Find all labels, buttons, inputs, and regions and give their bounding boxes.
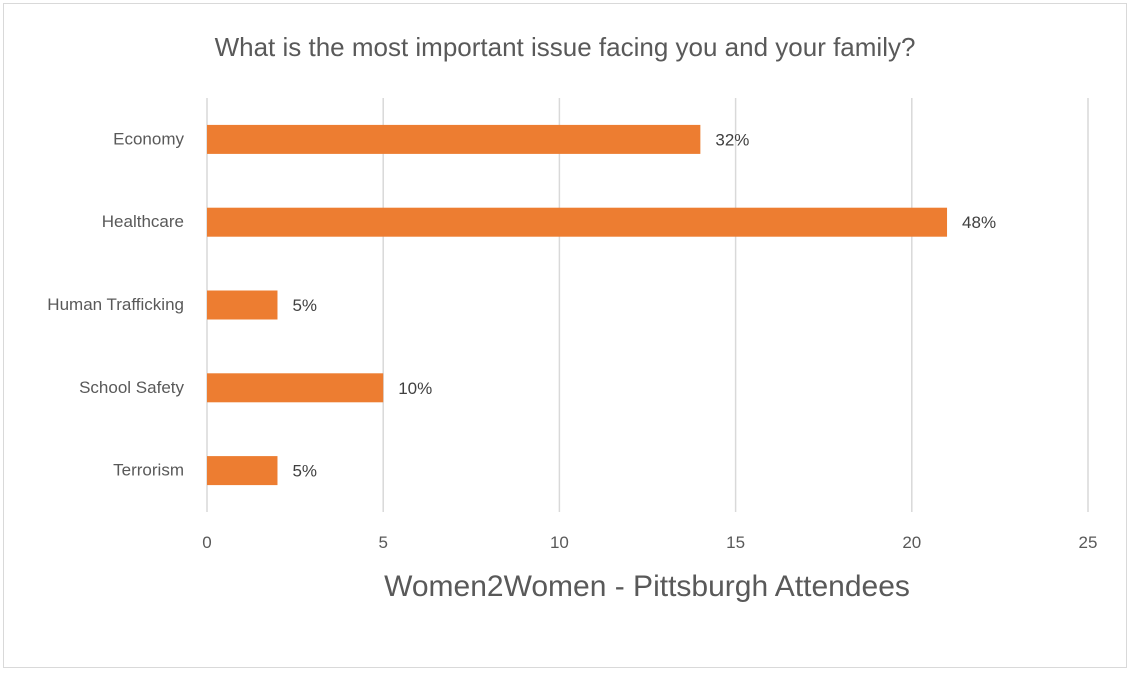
gridlines <box>206 98 1089 512</box>
category-label: Human Trafficking <box>47 295 184 314</box>
x-tick-label: 0 <box>202 533 211 552</box>
chart-title: What is the most important issue facing … <box>215 32 916 62</box>
data-label: 5% <box>292 462 317 481</box>
category-label: Terrorism <box>113 461 184 480</box>
x-tick-labels: 0 5 10 15 20 25 <box>202 533 1097 552</box>
bar <box>207 290 278 320</box>
data-label: 10% <box>398 379 432 398</box>
x-tick-label: 5 <box>378 533 387 552</box>
category-label: School Safety <box>79 378 184 397</box>
data-label: 48% <box>962 213 996 232</box>
x-tick-label: 25 <box>1079 533 1098 552</box>
category-label: Healthcare <box>102 212 184 231</box>
category-label: Economy <box>113 129 184 148</box>
bar <box>207 207 948 237</box>
data-label: 5% <box>292 296 317 315</box>
bars: 32% 48% 5% 10% 5% <box>207 124 996 486</box>
x-tick-label: 20 <box>902 533 921 552</box>
data-label: 32% <box>715 130 749 149</box>
bar <box>207 456 278 486</box>
x-axis-title: Women2Women - Pittsburgh Attendees <box>384 570 910 603</box>
x-tick-label: 15 <box>726 533 745 552</box>
bar <box>207 124 701 154</box>
x-tick-label: 10 <box>550 533 569 552</box>
chart-frame <box>3 3 1127 668</box>
bar <box>207 373 384 403</box>
category-labels: Economy Healthcare Human Trafficking School… <box>47 129 184 479</box>
